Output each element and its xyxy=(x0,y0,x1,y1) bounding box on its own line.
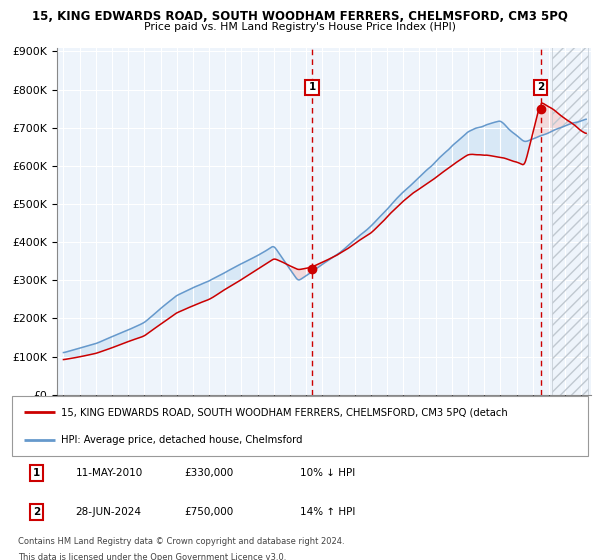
Text: 11-MAY-2010: 11-MAY-2010 xyxy=(76,468,143,478)
Text: HPI: Average price, detached house, Chelmsford: HPI: Average price, detached house, Chel… xyxy=(61,435,302,445)
Text: £750,000: £750,000 xyxy=(185,507,234,517)
Text: 15, KING EDWARDS ROAD, SOUTH WOODHAM FERRERS, CHELMSFORD, CM3 5PQ (detach: 15, KING EDWARDS ROAD, SOUTH WOODHAM FER… xyxy=(61,407,508,417)
Text: 1: 1 xyxy=(33,468,40,478)
Text: Price paid vs. HM Land Registry's House Price Index (HPI): Price paid vs. HM Land Registry's House … xyxy=(144,22,456,32)
Text: 1: 1 xyxy=(308,82,316,92)
Text: 10% ↓ HPI: 10% ↓ HPI xyxy=(300,468,355,478)
FancyBboxPatch shape xyxy=(12,396,588,456)
Text: 28-JUN-2024: 28-JUN-2024 xyxy=(76,507,142,517)
Text: This data is licensed under the Open Government Licence v3.0.: This data is licensed under the Open Gov… xyxy=(18,553,286,560)
Text: Contains HM Land Registry data © Crown copyright and database right 2024.: Contains HM Land Registry data © Crown c… xyxy=(18,537,344,546)
Text: 2: 2 xyxy=(33,507,40,517)
Text: 15, KING EDWARDS ROAD, SOUTH WOODHAM FERRERS, CHELMSFORD, CM3 5PQ: 15, KING EDWARDS ROAD, SOUTH WOODHAM FER… xyxy=(32,10,568,23)
Text: 14% ↑ HPI: 14% ↑ HPI xyxy=(300,507,355,517)
Text: 2: 2 xyxy=(537,82,544,92)
Text: £330,000: £330,000 xyxy=(185,468,234,478)
